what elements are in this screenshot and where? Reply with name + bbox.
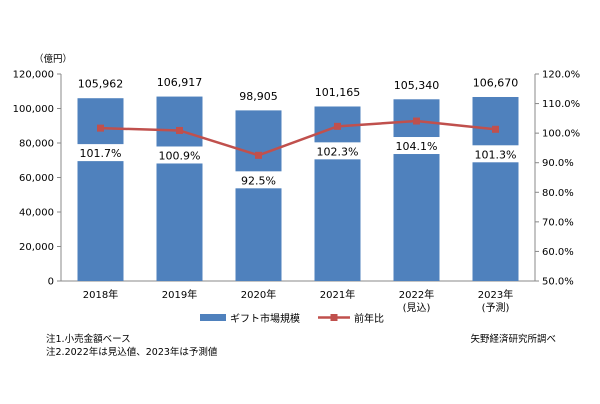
y-right-tick-label: 120.0% — [542, 70, 580, 81]
y-right-tick-label: 80.0% — [542, 188, 574, 199]
y-left-tick-label: 60,000 — [19, 173, 54, 184]
bar-value-box — [310, 82, 365, 101]
x-tick-label: 2021年 — [320, 288, 355, 301]
line-value-box — [77, 144, 124, 162]
legend-line-marker — [330, 314, 338, 321]
note-1: 注1.小売金額ベース — [46, 334, 131, 345]
legend-line-label: 前年比 — [354, 312, 384, 325]
line-value-box — [156, 146, 203, 164]
bar-value-label: 98,905 — [239, 90, 278, 103]
legend-bar-swatch — [200, 314, 226, 321]
y-right-tick-label: 90.0% — [542, 158, 574, 169]
bar-value-box — [152, 72, 207, 91]
line-marker — [176, 126, 183, 134]
line-marker — [492, 125, 499, 133]
y-left-tick-label: 100,000 — [13, 104, 54, 115]
line-marker — [97, 124, 104, 132]
y-right-tick-label: 110.0% — [542, 99, 580, 110]
x-tick-label: (予測) — [482, 301, 510, 314]
line-marker — [413, 117, 420, 125]
y-right-tick-label: 60.0% — [542, 247, 574, 258]
x-tick-label: (見込) — [403, 302, 431, 314]
bar-value-label: 106,917 — [157, 76, 203, 89]
bar-value-box — [468, 72, 523, 91]
line-value-label: 101.3% — [475, 148, 517, 161]
y-left-tick-label: 80,000 — [19, 139, 54, 150]
y-left-tick-label: 20,000 — [19, 242, 54, 253]
y-left-tick-label: 120,000 — [13, 70, 54, 81]
line-value-label: 102.3% — [317, 145, 359, 158]
line-value-box — [393, 137, 440, 155]
bar-value-box — [389, 75, 444, 94]
line-value-label: 101.7% — [80, 147, 122, 160]
bar-value-label: 106,670 — [473, 76, 519, 89]
bar — [393, 99, 440, 281]
x-tick-label: 2020年 — [241, 288, 276, 301]
note-2: 注2.2022年は見込値、2023年は予測値 — [46, 347, 218, 358]
line-value-label: 92.5% — [241, 174, 276, 187]
line-value-box — [235, 171, 282, 189]
bar-value-box — [231, 86, 286, 105]
y-left-tick-label: 40,000 — [19, 208, 54, 219]
line-value-box — [314, 142, 361, 160]
bar-value-box — [73, 74, 128, 93]
bar-value-label: 105,340 — [394, 79, 440, 92]
line-marker — [334, 122, 341, 130]
bar — [156, 96, 203, 281]
line-series — [100, 119, 496, 157]
y-right-tick-label: 70.0% — [542, 217, 574, 228]
y-left-unit: （億円） — [34, 53, 72, 65]
y-right-tick-label: 50.0% — [542, 277, 574, 288]
y-left-tick-label: 0 — [48, 277, 54, 288]
legend-bar-label: ギフト市場規模 — [230, 312, 300, 325]
line-marker — [255, 151, 262, 159]
x-tick-label: 2018年 — [83, 288, 118, 301]
bar — [472, 96, 519, 281]
x-tick-label: 2023年 — [478, 288, 513, 301]
bar — [235, 110, 282, 281]
bar-value-label: 101,165 — [315, 86, 361, 99]
y-right-tick-label: 100.0% — [542, 129, 580, 140]
line-value-box — [472, 145, 519, 163]
bar-value-label: 105,962 — [78, 78, 124, 91]
line-value-label: 100.9% — [159, 149, 201, 162]
bar — [314, 106, 361, 281]
x-tick-label: 2022年 — [399, 288, 434, 301]
line-value-label: 104.1% — [396, 140, 438, 153]
source-credit: 矢野経済研究所調べ — [470, 334, 556, 345]
x-tick-label: 2019年 — [162, 288, 197, 301]
